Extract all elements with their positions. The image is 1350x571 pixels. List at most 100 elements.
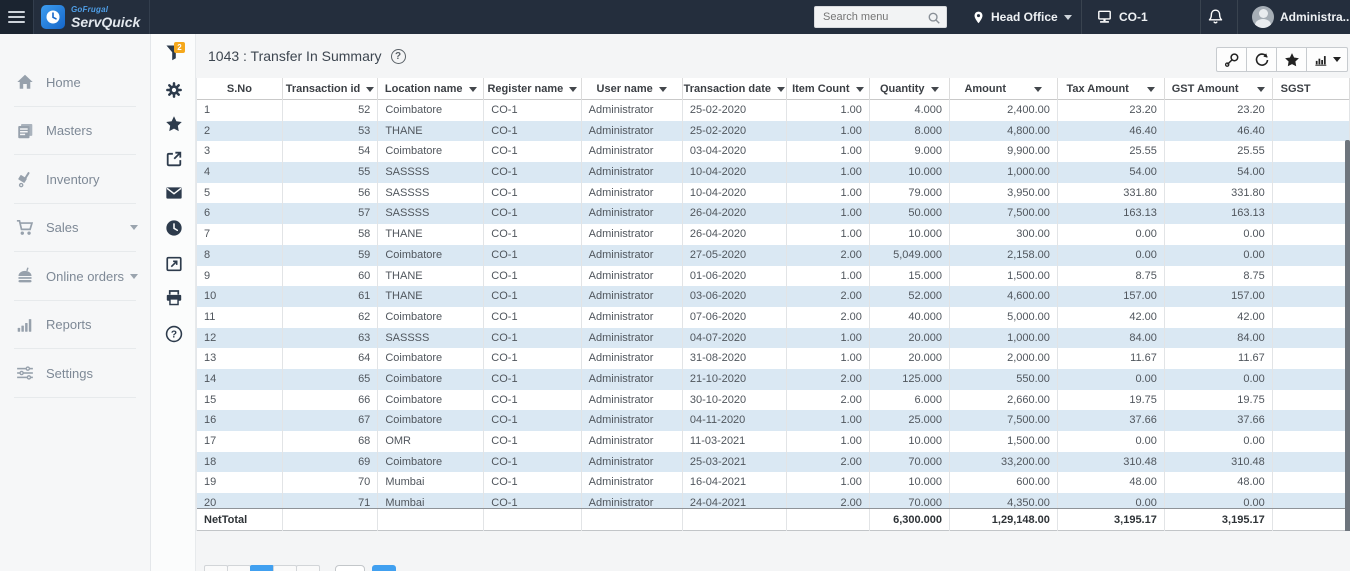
go-to-page-button[interactable] bbox=[372, 565, 396, 571]
table-cell: 1.00 bbox=[787, 183, 870, 204]
column-header-item-count[interactable]: Item Count bbox=[787, 78, 870, 100]
table-row[interactable]: 1667CoimbatoreCO-1Administrator04-11-202… bbox=[197, 410, 1350, 431]
table-row[interactable]: 556SASSSSCO-1Administrator10-04-20201.00… bbox=[197, 183, 1350, 204]
next-page-button[interactable] bbox=[273, 565, 297, 571]
hamburger-menu-icon[interactable] bbox=[0, 0, 33, 34]
sidebar-item-settings[interactable]: Settings bbox=[0, 349, 150, 398]
table-cell: SASSSS bbox=[378, 183, 484, 204]
sidebar-item-masters[interactable]: Masters bbox=[0, 107, 150, 156]
net-total-cell bbox=[283, 509, 378, 531]
notifications-button[interactable] bbox=[1207, 0, 1224, 34]
table-cell: Coimbatore bbox=[378, 390, 484, 411]
register-selector[interactable]: CO-1 bbox=[1096, 0, 1148, 34]
refresh-button[interactable] bbox=[1246, 47, 1277, 72]
table-cell: 10.000 bbox=[870, 431, 950, 452]
filter-caret-icon[interactable] bbox=[659, 87, 667, 92]
star-icon[interactable] bbox=[165, 115, 183, 133]
column-header-quantity[interactable]: Quantity bbox=[870, 78, 950, 100]
column-header-gst-amount[interactable]: GST Amount bbox=[1165, 78, 1273, 100]
page-number-input[interactable] bbox=[335, 565, 365, 571]
table-row[interactable]: 253THANECO-1Administrator25-02-20201.008… bbox=[197, 121, 1350, 142]
vertical-scrollbar-thumb[interactable] bbox=[1345, 140, 1350, 531]
table-row[interactable]: 758THANECO-1Administrator26-04-20201.001… bbox=[197, 224, 1350, 245]
filter-caret-icon[interactable] bbox=[1147, 87, 1155, 92]
report-help-icon[interactable]: ? bbox=[391, 49, 406, 64]
net-total-label: NetTotal bbox=[197, 509, 283, 531]
column-header-register-name[interactable]: Register name bbox=[484, 78, 581, 100]
mail-icon[interactable] bbox=[165, 184, 183, 202]
current-page-button[interactable] bbox=[250, 565, 274, 571]
help-icon[interactable]: ? bbox=[165, 325, 183, 343]
filter-caret-icon[interactable] bbox=[1034, 87, 1042, 92]
sidebar-item-home[interactable]: Home bbox=[0, 58, 150, 107]
column-header-sgst[interactable]: SGST bbox=[1273, 78, 1350, 100]
table-cell: 0.00 bbox=[1165, 369, 1273, 390]
column-header-sno[interactable]: S.No bbox=[197, 78, 283, 100]
column-header-transaction-date[interactable]: Transaction date bbox=[683, 78, 787, 100]
filter-caret-icon[interactable] bbox=[469, 87, 477, 92]
table-row[interactable]: 2071MumbaiCO-1Administrator24-04-20212.0… bbox=[197, 493, 1350, 508]
table-row[interactable]: 1364CoimbatoreCO-1Administrator31-08-202… bbox=[197, 348, 1350, 369]
table-cell: CO-1 bbox=[484, 183, 581, 204]
column-header-user-name[interactable]: User name bbox=[582, 78, 683, 100]
table-row[interactable]: 1869CoimbatoreCO-1Administrator25-03-202… bbox=[197, 452, 1350, 473]
table-row[interactable]: 1768OMRCO-1Administrator11-03-20211.0010… bbox=[197, 431, 1350, 452]
filter-caret-icon[interactable] bbox=[931, 87, 939, 92]
star-icon bbox=[1284, 52, 1300, 68]
svg-text:?: ? bbox=[171, 330, 177, 341]
table-row[interactable]: 1465CoimbatoreCO-1Administrator21-10-202… bbox=[197, 369, 1350, 390]
filter-caret-icon[interactable] bbox=[1257, 87, 1265, 92]
table-cell: 0.00 bbox=[1058, 224, 1165, 245]
column-header-tax-amount[interactable]: Tax Amount bbox=[1058, 78, 1165, 100]
table-row[interactable]: 1061THANECO-1Administrator03-06-20202.00… bbox=[197, 286, 1350, 307]
sidebar-item-sales[interactable]: Sales bbox=[0, 204, 150, 253]
gear-icon[interactable] bbox=[165, 81, 183, 99]
printer-icon[interactable] bbox=[165, 289, 183, 307]
table-row[interactable]: 960THANECO-1Administrator01-06-20201.001… bbox=[197, 266, 1350, 287]
table-cell: 1.00 bbox=[787, 348, 870, 369]
table-row[interactable]: 152CoimbatoreCO-1Administrator25-02-2020… bbox=[197, 100, 1350, 121]
column-header-amount[interactable]: Amount bbox=[950, 78, 1058, 100]
filter-caret-icon[interactable] bbox=[366, 87, 374, 92]
table-cell: 03-04-2020 bbox=[683, 141, 787, 162]
previous-page-button[interactable] bbox=[227, 565, 251, 571]
table-cell bbox=[1273, 162, 1350, 183]
table-cell: 2.00 bbox=[787, 307, 870, 328]
last-page-button[interactable] bbox=[296, 565, 320, 571]
table-row[interactable]: 1162CoimbatoreCO-1Administrator07-06-202… bbox=[197, 307, 1350, 328]
clock-icon[interactable] bbox=[165, 219, 183, 237]
table-row[interactable]: 455SASSSSCO-1Administrator10-04-20201.00… bbox=[197, 162, 1350, 183]
table-row[interactable]: 1566CoimbatoreCO-1Administrator30-10-202… bbox=[197, 390, 1350, 411]
filter-caret-icon[interactable] bbox=[856, 87, 864, 92]
store-selector[interactable]: Head Office bbox=[972, 0, 1072, 34]
inventory-icon bbox=[15, 170, 35, 188]
filter-caret-icon[interactable] bbox=[569, 87, 577, 92]
table-row[interactable]: 859CoimbatoreCO-1Administrator27-05-2020… bbox=[197, 245, 1350, 266]
table-cell: 5,049.000 bbox=[870, 245, 950, 266]
filter-caret-icon[interactable] bbox=[777, 87, 785, 92]
table-cell: 53 bbox=[283, 121, 378, 142]
column-header-transaction-id[interactable]: Transaction id bbox=[283, 78, 378, 100]
first-page-button[interactable] bbox=[204, 565, 228, 571]
sidebar-item-inventory[interactable]: Inventory bbox=[0, 155, 150, 204]
sidebar-item-online-orders[interactable]: Online orders bbox=[0, 252, 150, 301]
column-header-location-name[interactable]: Location name bbox=[378, 78, 484, 100]
favorite-button[interactable] bbox=[1276, 47, 1307, 72]
table-cell: 4.000 bbox=[870, 100, 950, 121]
table-cell: 1.00 bbox=[787, 162, 870, 183]
export-icon[interactable] bbox=[165, 150, 183, 168]
sidebar-item-reports[interactable]: Reports bbox=[0, 301, 150, 350]
net-total-cell bbox=[484, 509, 581, 531]
user-menu[interactable]: Administra... bbox=[1252, 0, 1350, 34]
table-row[interactable]: 1970MumbaiCO-1Administrator16-04-20211.0… bbox=[197, 472, 1350, 493]
chart-view-button[interactable] bbox=[1306, 47, 1348, 72]
table-row[interactable]: 354CoimbatoreCO-1Administrator03-04-2020… bbox=[197, 141, 1350, 162]
table-cell: 1,000.00 bbox=[950, 162, 1058, 183]
table-row[interactable]: 657SASSSSCO-1Administrator26-04-20201.00… bbox=[197, 203, 1350, 224]
zoom-report-button[interactable] bbox=[1216, 47, 1247, 72]
divider bbox=[1081, 0, 1082, 34]
table-cell: 58 bbox=[283, 224, 378, 245]
table-cell: CO-1 bbox=[484, 390, 581, 411]
page-export-icon[interactable] bbox=[165, 255, 183, 273]
table-row[interactable]: 1263SASSSSCO-1Administrator04-07-20201.0… bbox=[197, 328, 1350, 349]
